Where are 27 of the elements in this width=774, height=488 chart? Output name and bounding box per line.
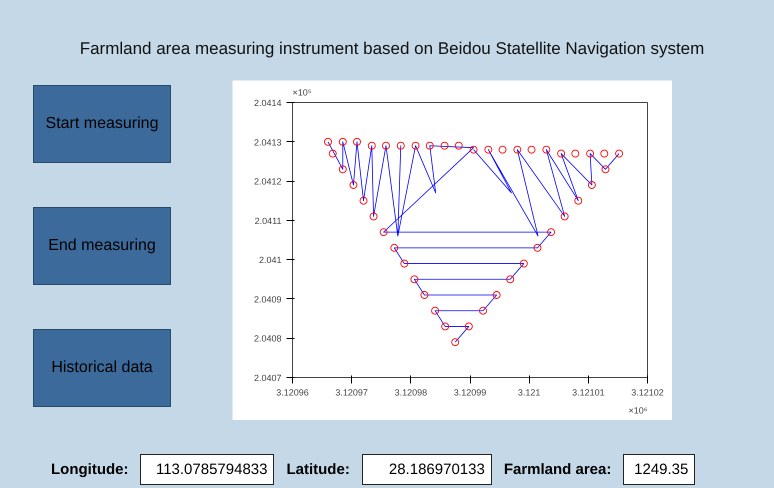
y-tick-label: 2.0409	[254, 294, 282, 304]
x-tick-label: 3.12097	[335, 388, 368, 398]
y-tick-label: 2.0412	[254, 176, 282, 187]
x-tick-label: 3.12102	[631, 388, 664, 398]
text: ×10⁶	[628, 406, 648, 416]
x-tick-label: 3.12101	[572, 388, 605, 398]
text: Latitude:	[286, 460, 350, 480]
y-tick-label: 2.041	[258, 255, 282, 266]
text: ×10⁵	[292, 88, 312, 98]
x-tick-label: 3.12099	[454, 388, 486, 398]
text: Start measuring	[33, 85, 171, 163]
x-tick-label: 3.12098	[394, 388, 428, 398]
chart-title: Farmland area measuring instrument based on Beidou Statellite Navigation system	[78, 38, 706, 60]
text: 113.0785794833	[140, 454, 274, 486]
x-tick-label: 3.121	[518, 388, 540, 398]
y-tick-label: 2.0408	[254, 334, 282, 344]
text: Historical data	[33, 329, 171, 407]
text: 1249.35	[623, 454, 696, 486]
y-tick-label: 2.0407	[254, 373, 282, 383]
text: 28.186970133	[362, 454, 492, 486]
text: Farmland area:	[504, 460, 612, 480]
y-tick-label: 2.0414	[254, 98, 282, 108]
text: End measuring	[33, 207, 171, 285]
text: Longitude:	[51, 460, 128, 480]
x-tick-label: 3.12096	[276, 388, 309, 398]
y-tick-label: 2.0411	[254, 216, 282, 226]
y-tick-label: 2.0413	[254, 137, 282, 148]
